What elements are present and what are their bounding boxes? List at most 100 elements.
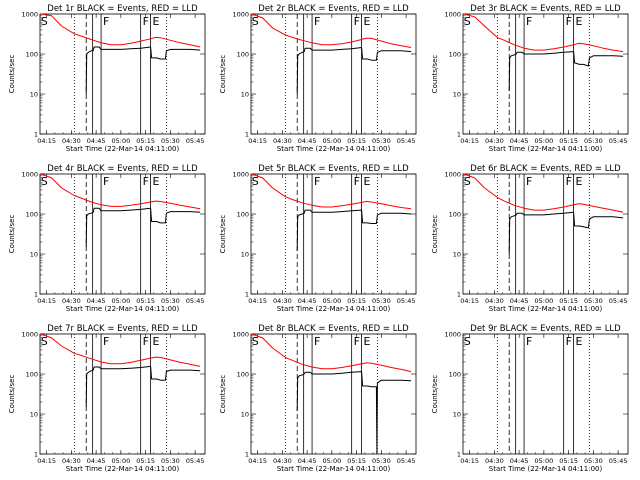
y-axis-label: Counts/sec <box>8 375 16 414</box>
series-lld <box>40 173 201 210</box>
series-events <box>85 46 201 95</box>
y-tick-label: 100 <box>237 371 249 379</box>
y-tick-label: 10 <box>30 411 38 419</box>
marker-E: E <box>153 335 160 348</box>
marker-F: F <box>526 335 532 348</box>
y-tick-label: 1 <box>245 131 249 139</box>
y-tick-label: 1000 <box>21 331 38 339</box>
x-tick-label: 05:00 <box>111 457 130 465</box>
x-tick-label: 04:30 <box>62 457 81 465</box>
y-tick-label: 1000 <box>444 11 461 19</box>
marker-E: E <box>576 175 583 188</box>
marker-F: F <box>143 175 149 188</box>
marker-F: F <box>566 335 572 348</box>
series-events <box>296 371 412 455</box>
x-axis-label: Start Time (22-Mar-14 04:11:00) <box>66 465 180 473</box>
x-tick-label: 05:45 <box>397 297 416 305</box>
series-events <box>296 209 412 251</box>
marker-E: E <box>364 15 371 28</box>
x-tick-label: 05:00 <box>534 457 553 465</box>
marker-S: S <box>252 15 259 28</box>
y-axis-label: Counts/sec <box>431 375 439 414</box>
y-tick-label: 1 <box>34 131 38 139</box>
marker-F: F <box>314 15 320 28</box>
panel-det-2: Det 2r BLACK = Events, RED = LLD 1 10 100 10… <box>219 4 417 153</box>
x-tick-label: 04:30 <box>273 297 292 305</box>
y-axis-label: Counts/sec <box>8 55 16 94</box>
y-tick-label: 100 <box>449 211 461 219</box>
y-tick-label: 100 <box>237 211 249 219</box>
x-tick-label: 04:15 <box>37 457 56 465</box>
marker-F: F <box>354 175 360 188</box>
series-events <box>85 365 201 408</box>
panel-det-4: Det 4r BLACK = Events, RED = LLD 1 10 100 10… <box>8 164 206 313</box>
marker-F: F <box>314 175 320 188</box>
marker-E: E <box>153 175 160 188</box>
x-tick-label: 04:30 <box>273 137 292 145</box>
x-tick-label: 04:15 <box>460 457 479 465</box>
x-axis-label: Start Time (22-Mar-14 04:11:00) <box>489 145 603 153</box>
y-tick-label: 10 <box>241 91 249 99</box>
marker-F: F <box>314 335 320 348</box>
plot-frame <box>39 333 206 455</box>
x-tick-label: 04:30 <box>62 137 81 145</box>
marker-F: F <box>143 335 149 348</box>
x-tick-label: 04:15 <box>248 137 267 145</box>
x-axis-label: Start Time (22-Mar-14 04:11:00) <box>489 465 603 473</box>
x-tick-label: 05:15 <box>136 137 155 145</box>
marker-S: S <box>464 335 471 348</box>
x-axis-label: Start Time (22-Mar-14 04:11:00) <box>277 145 391 153</box>
y-tick-label: 1 <box>457 451 461 459</box>
y-tick-label: 1 <box>34 291 38 299</box>
y-tick-label: 1000 <box>444 331 461 339</box>
series-events <box>508 51 624 91</box>
x-axis-label: Start Time (22-Mar-14 04:11:00) <box>489 305 603 313</box>
y-tick-label: 100 <box>237 51 249 59</box>
plot-frame <box>250 13 417 135</box>
panel-title: Det 6r BLACK = Events, RED = LLD <box>470 164 621 174</box>
series-events <box>508 211 624 255</box>
x-tick-label: 05:45 <box>186 457 205 465</box>
plot-frame <box>39 173 206 295</box>
series-lld <box>251 173 412 210</box>
marker-F: F <box>526 175 532 188</box>
x-tick-label: 04:45 <box>510 297 529 305</box>
y-tick-label: 10 <box>453 251 461 259</box>
y-tick-label: 1000 <box>232 331 249 339</box>
panel-title: Det 1r BLACK = Events, RED = LLD <box>47 4 198 14</box>
y-tick-label: 10 <box>453 411 461 419</box>
panel-title: Det 8r BLACK = Events, RED = LLD <box>258 324 409 334</box>
x-tick-label: 04:30 <box>485 457 504 465</box>
x-tick-label: 05:30 <box>584 457 603 465</box>
x-tick-label: 05:00 <box>322 297 341 305</box>
y-tick-label: 1 <box>457 131 461 139</box>
x-tick-label: 05:45 <box>609 457 628 465</box>
x-tick-label: 05:15 <box>347 297 366 305</box>
x-axis-label: Start Time (22-Mar-14 04:11:00) <box>277 305 391 313</box>
marker-E: E <box>364 175 371 188</box>
plot-frame <box>39 13 206 135</box>
x-tick-label: 05:00 <box>534 137 553 145</box>
x-tick-label: 04:30 <box>485 297 504 305</box>
marker-F: F <box>566 15 572 28</box>
y-tick-label: 1000 <box>21 171 38 179</box>
marker-F: F <box>354 15 360 28</box>
marker-E: E <box>576 15 583 28</box>
x-tick-label: 05:30 <box>161 457 180 465</box>
y-tick-label: 100 <box>449 51 461 59</box>
x-tick-label: 04:30 <box>273 457 292 465</box>
panel-title: Det 9r BLACK = Events, RED = LLD <box>470 324 621 334</box>
y-tick-label: 10 <box>241 251 249 259</box>
x-tick-label: 04:45 <box>87 297 106 305</box>
x-tick-label: 05:45 <box>397 137 416 145</box>
x-tick-label: 05:15 <box>347 457 366 465</box>
panel-title: Det 7r BLACK = Events, RED = LLD <box>47 324 198 334</box>
x-tick-label: 04:45 <box>87 457 106 465</box>
y-tick-label: 10 <box>30 251 38 259</box>
x-tick-label: 05:45 <box>397 457 416 465</box>
panel-det-5: Det 5r BLACK = Events, RED = LLD 1 10 100 10… <box>219 164 417 313</box>
plot-frame <box>462 173 629 295</box>
x-tick-label: 05:00 <box>534 297 553 305</box>
x-axis-label: Start Time (22-Mar-14 04:11:00) <box>66 145 180 153</box>
series-lld <box>251 333 412 373</box>
